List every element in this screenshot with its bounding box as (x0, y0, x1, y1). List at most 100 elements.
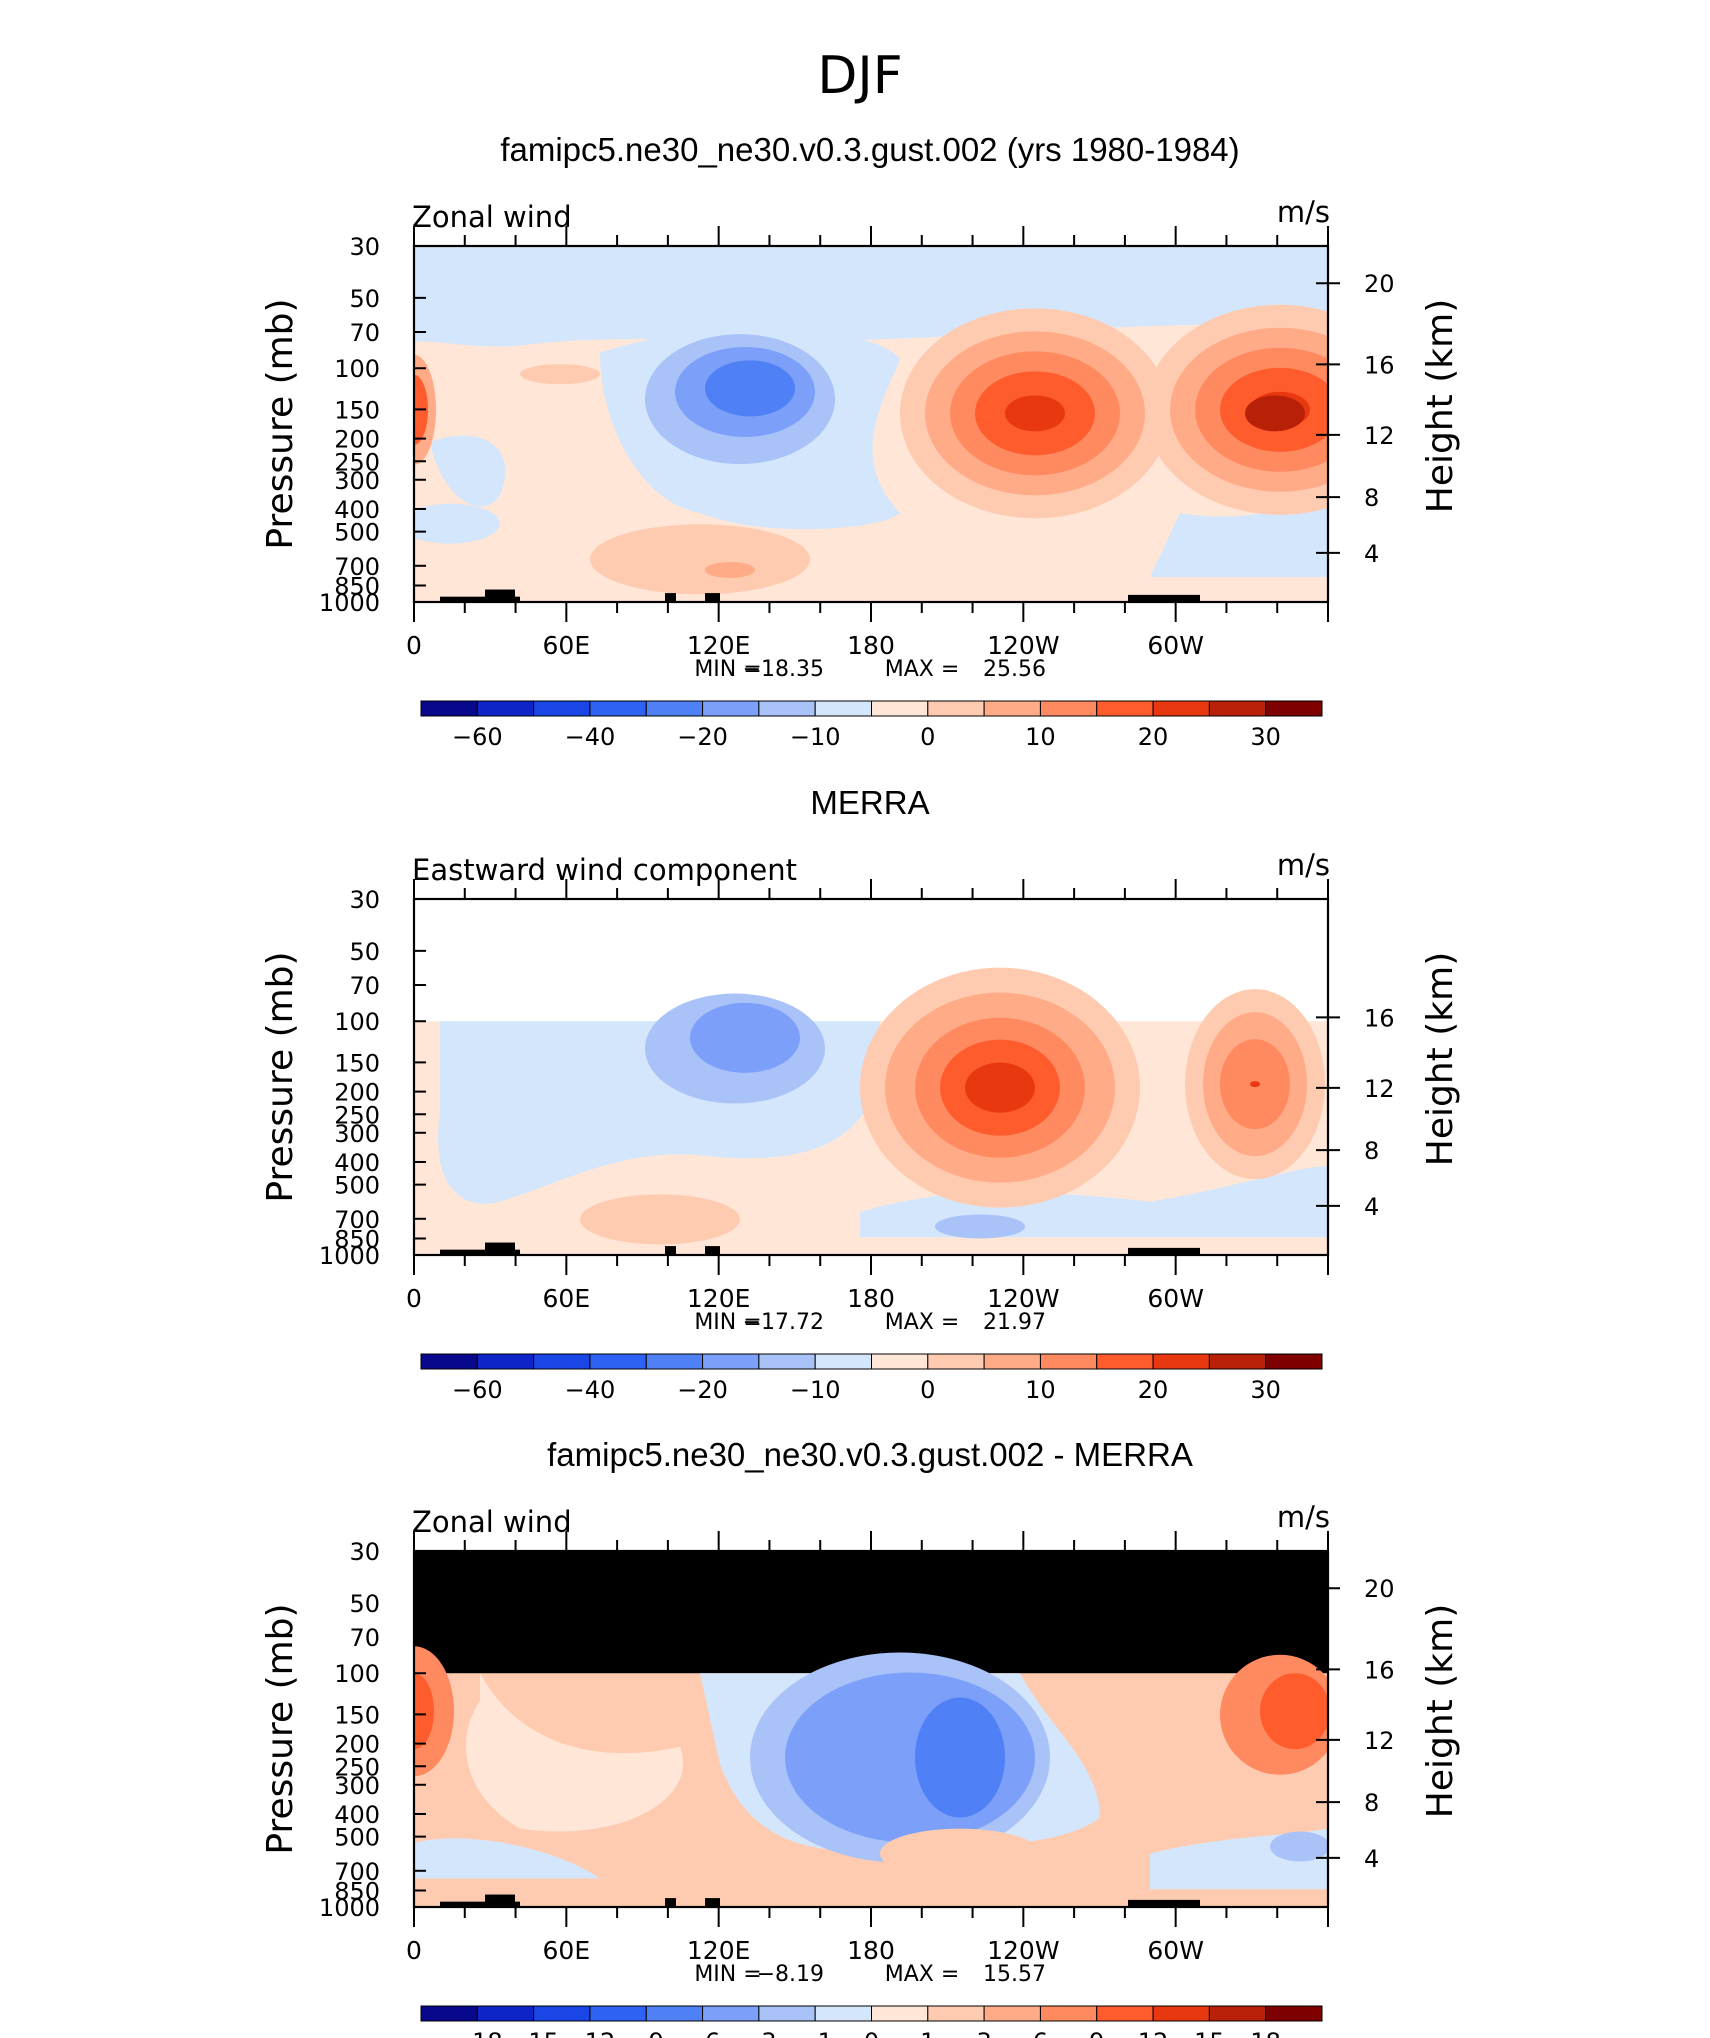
colorbar-box (1265, 700, 1323, 717)
colorbar-box (476, 700, 535, 717)
y-tick-label: 100 (334, 1008, 380, 1036)
y-tick-label: 200 (334, 1731, 380, 1759)
colorbar-tick-label: 9 (1089, 2028, 1104, 2038)
colorbar-tick-label: −60 (452, 1376, 503, 1404)
min-label: MIN = (694, 1962, 761, 1987)
y-tick-label: 150 (334, 396, 380, 424)
y-tick-label: 30 (349, 1538, 380, 1566)
colorbar: −60 −40 −20 −10 0 10 20 30 (420, 700, 1323, 751)
colorbar-tick-label: 3 (976, 2028, 991, 2038)
colorbar-tick-label: −9 (629, 2028, 664, 2038)
y-tick-label: 850 (334, 1226, 380, 1254)
max-label: MAX = (885, 1310, 960, 1335)
colorbar-tick-label: −6 (685, 2028, 720, 2038)
colorbar-box (1265, 2005, 1323, 2022)
max-label: MAX = (885, 1962, 960, 1987)
x-tick-label: 120W (987, 631, 1059, 660)
variable-label: Zonal wind (412, 200, 572, 234)
colorbar-box (533, 700, 591, 717)
y-tick-label: 250 (334, 1753, 380, 1781)
x-tick-label: 60E (543, 631, 591, 660)
colorbar-tick-label: 12 (1138, 2028, 1169, 2038)
colorbar-box (420, 2005, 478, 2022)
max-value: 15.57 (983, 1962, 1046, 1987)
x-tick-label: 120W (987, 1284, 1059, 1313)
y-tick-label: 250 (334, 448, 380, 476)
colorbar-box (476, 2005, 535, 2022)
colorbar-tick-label: 0 (920, 1376, 935, 1404)
y-tick-label: 700 (334, 553, 380, 581)
colorbar-box (1096, 700, 1154, 717)
y-tick-label: 100 (334, 355, 380, 383)
colorbar-tick-label: 30 (1250, 723, 1281, 751)
y-tick-label: 300 (334, 1772, 380, 1800)
contour-field (414, 246, 1328, 602)
colorbar-tick-label: −10 (790, 1376, 841, 1404)
colorbar-tick-label: −20 (677, 723, 728, 751)
panel-1: famipc5.ne30_ne30.v0.3.gust.002 (yrs 198… (260, 131, 1461, 751)
x-tick-label: 120E (687, 1936, 751, 1965)
colorbar-tick-label: 6 (1033, 2028, 1048, 2038)
x-tick-label: 60E (543, 1936, 591, 1965)
y-right-tick-label: 12 (1364, 1727, 1395, 1755)
colorbar-box (589, 2005, 647, 2022)
min-value: −18.35 (743, 657, 824, 682)
variable-label: Eastward wind component (412, 853, 797, 887)
y-tick-label: 700 (334, 1206, 380, 1234)
colorbar-box (814, 700, 872, 717)
y-tick-label: 400 (334, 1149, 380, 1177)
y-tick-label: 200 (334, 1079, 380, 1107)
colorbar-box (589, 1353, 647, 1370)
contour-field (414, 1551, 1328, 1907)
x-tick-label: 180 (847, 631, 895, 660)
x-tick-label: 0 (406, 1284, 422, 1313)
colorbar-tick-label: 18 (1250, 2028, 1281, 2038)
colorbar-box (983, 1353, 1041, 1370)
colorbar-box (871, 2005, 929, 2022)
colorbar-tick-label: 10 (1025, 723, 1056, 751)
y-tick-label: 150 (334, 1049, 380, 1077)
y-tick-label: 300 (334, 1120, 380, 1148)
y-tick-label: 500 (334, 519, 380, 547)
y-tick-label: 70 (349, 319, 380, 347)
x-tick-label: 60W (1147, 631, 1204, 660)
y-tick-label: 250 (334, 1101, 380, 1129)
y-right-axis-title: Height (km) (1420, 299, 1461, 513)
colorbar-box (1208, 700, 1267, 717)
x-tick-label: 0 (406, 1936, 422, 1965)
colorbar-box (1152, 700, 1210, 717)
colorbar-tick-label: 1 (920, 2028, 935, 2038)
panel-title: MERRA (810, 784, 929, 821)
x-tick-label: 60E (543, 1284, 591, 1313)
y-right-tick-label: 20 (1364, 270, 1395, 298)
y-right-tick-label: 16 (1364, 1004, 1395, 1032)
panel-title: famipc5.ne30_ne30.v0.3.gust.002 - MERRA (547, 1436, 1193, 1473)
y-right-tick-label: 12 (1364, 1075, 1395, 1103)
y-tick-label: 500 (334, 1172, 380, 1200)
colorbar-tick-label: −10 (790, 723, 841, 751)
colorbar-box (927, 2005, 985, 2022)
units-label: m/s (1277, 195, 1330, 229)
colorbar: −60 −40 −20 −10 0 10 20 30 (420, 1353, 1323, 1404)
colorbar-tick-label: −40 (565, 1376, 616, 1404)
y-axis-title: Pressure (mb) (260, 1603, 301, 1854)
colorbar-box (420, 1353, 478, 1370)
panel-3: famipc5.ne30_ne30.v0.3.gust.002 - MERRA Z… (260, 1436, 1461, 2038)
colorbar-tick-label: 0 (864, 2028, 879, 2038)
y-right-tick-label: 8 (1364, 484, 1379, 512)
colorbar-tick-label: 20 (1138, 723, 1169, 751)
y-right-tick-label: 4 (1364, 1845, 1379, 1873)
colorbar-box (702, 700, 760, 717)
min-label: MIN = (694, 657, 761, 682)
figure-title: DJF (817, 46, 902, 106)
y-right-tick-label: 16 (1364, 1656, 1395, 1684)
colorbar-box (983, 2005, 1041, 2022)
y-tick-label: 50 (349, 938, 380, 966)
y-tick-label: 1000 (319, 1894, 380, 1922)
colorbar-box (589, 700, 647, 717)
contour-field (414, 899, 1328, 1255)
y-tick-label: 1000 (319, 1242, 380, 1270)
colorbar-box (758, 1353, 816, 1370)
y-tick-label: 850 (334, 1878, 380, 1906)
colorbar-box (814, 1353, 872, 1370)
